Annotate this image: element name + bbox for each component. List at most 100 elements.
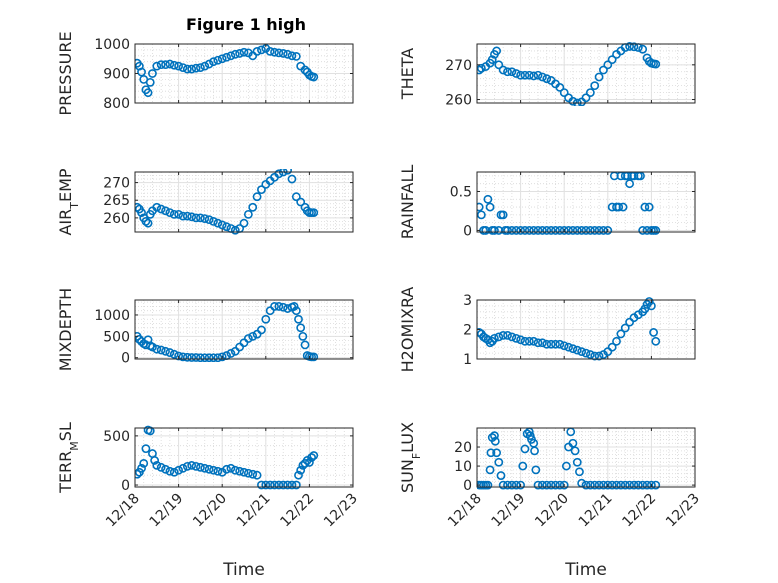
x-tick-label: 12/21 (234, 491, 274, 531)
data-point (187, 460, 197, 470)
data-point (213, 466, 223, 476)
y-tick-label: 500 (103, 329, 130, 345)
data-point (516, 480, 525, 490)
data-point (651, 59, 661, 69)
data-point (296, 323, 306, 333)
data-point (209, 465, 218, 475)
marker-series (477, 297, 661, 361)
data-point (252, 470, 262, 480)
subplot-theta: 260 270 THETA (398, 42, 696, 109)
data-point (283, 480, 292, 490)
data-point (278, 480, 288, 490)
data-point (620, 480, 630, 490)
data-point (222, 222, 231, 232)
y-tick-label: 1000 (94, 308, 130, 324)
axes-box (134, 427, 354, 488)
y-tick-label: 1000 (94, 37, 130, 53)
data-point (145, 77, 155, 87)
data-point (581, 93, 591, 103)
data-point (296, 465, 306, 475)
data-point (265, 480, 275, 490)
data-point (625, 42, 634, 51)
data-point (524, 336, 534, 346)
marker-series (477, 427, 661, 490)
data-point (265, 46, 275, 56)
data-point (585, 226, 595, 235)
data-point (511, 333, 521, 343)
data-point (494, 60, 504, 70)
data-point (257, 45, 266, 55)
data-point (492, 448, 502, 458)
data-point (187, 212, 197, 222)
y-tick-label: 2 (463, 323, 472, 339)
data-point (156, 345, 166, 355)
data-point (516, 70, 525, 80)
data-point (226, 51, 236, 61)
x-tick-label: 12/23 (663, 491, 703, 531)
data-point (477, 63, 486, 73)
data-point (165, 208, 175, 217)
data-point (490, 431, 499, 441)
data-point (222, 464, 231, 474)
data-point (520, 226, 530, 235)
data-point (209, 57, 218, 67)
data-point (148, 342, 157, 352)
data-point (490, 333, 499, 343)
data-point (270, 480, 279, 490)
data-point (572, 226, 582, 235)
data-point (156, 60, 166, 70)
data-point (644, 297, 654, 306)
plot-area (135, 172, 353, 232)
data-point (603, 60, 613, 70)
axes-box (134, 299, 354, 360)
data-point (287, 174, 297, 184)
data-point (561, 461, 571, 471)
data-point (169, 467, 179, 477)
data-point (174, 209, 183, 219)
data-point (217, 352, 227, 362)
data-point (307, 453, 316, 462)
data-point (599, 65, 608, 75)
data-point (559, 226, 569, 235)
data-point (492, 46, 502, 56)
data-point (529, 226, 539, 235)
data-point (590, 81, 600, 91)
data-point (165, 466, 175, 476)
data-point (209, 217, 218, 226)
y-tick-label: 0 (463, 478, 472, 494)
data-point (625, 179, 634, 189)
data-point (309, 352, 319, 362)
data-point (278, 302, 288, 312)
data-point (529, 71, 539, 81)
data-point (485, 202, 495, 212)
data-point (165, 59, 175, 69)
x-tick-label: 12/18 (445, 491, 485, 531)
marker-series (135, 425, 319, 490)
data-point (209, 353, 218, 362)
data-point (187, 64, 197, 74)
y-tick-label: 3 (463, 293, 472, 309)
data-point (594, 226, 604, 235)
data-point (498, 65, 508, 75)
data-point (585, 88, 595, 97)
data-point (620, 323, 630, 333)
y-tick-label: 900 (103, 67, 130, 83)
data-point (291, 306, 301, 316)
data-point (226, 349, 236, 358)
y-axis-label-3: RAINFALL (398, 165, 417, 240)
data-point (651, 336, 661, 346)
data-point (618, 202, 628, 212)
data-point (287, 480, 297, 490)
data-point (150, 456, 160, 465)
data-point (182, 211, 192, 221)
y-axis-label-2: AIRTEMP (56, 168, 81, 235)
axes-box (134, 171, 354, 233)
data-point (257, 325, 266, 335)
data-point (191, 213, 201, 223)
data-point (542, 339, 552, 349)
data-point (287, 51, 297, 61)
data-point (629, 480, 639, 490)
y-axis-label-1: THETA (398, 48, 417, 100)
data-point (507, 226, 517, 235)
data-point (200, 463, 210, 473)
